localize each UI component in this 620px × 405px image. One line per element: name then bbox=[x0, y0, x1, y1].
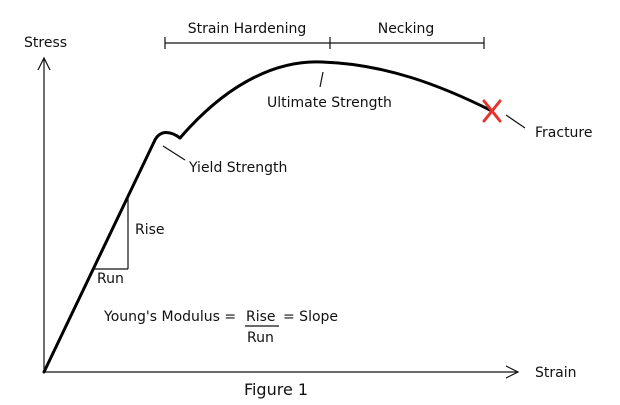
region-brackets: Strain Hardening Necking bbox=[164, 21, 485, 49]
ultimate-strength-leader bbox=[319, 71, 324, 88]
slope-triangle: Rise Run bbox=[93, 197, 165, 287]
y-axis-arrowhead bbox=[37, 56, 51, 71]
fracture-x-mark bbox=[482, 99, 502, 123]
yield-strength-label: Yield Strength bbox=[188, 160, 287, 176]
formula-numerator: Rise bbox=[246, 309, 276, 325]
formula-denominator: Run bbox=[247, 330, 274, 346]
annotations: Ultimate Strength Yield Strength Fractur… bbox=[162, 71, 593, 176]
formula-rhs: = Slope bbox=[283, 309, 338, 325]
axes: Stress Strain bbox=[24, 35, 576, 381]
run-label: Run bbox=[97, 271, 124, 287]
necking-label: Necking bbox=[378, 21, 435, 37]
y-axis-label: Stress bbox=[24, 35, 67, 51]
stress-strain-curve bbox=[42, 60, 494, 374]
x-axis-label: Strain bbox=[535, 365, 576, 381]
strain-hardening-label: Strain Hardening bbox=[188, 21, 307, 37]
figure-caption: Figure 1 bbox=[244, 380, 308, 399]
yield-strength-leader bbox=[162, 145, 186, 161]
x-axis-arrowhead bbox=[505, 365, 520, 379]
youngs-modulus-formula: Young's Modulus = Rise Run = Slope bbox=[103, 309, 338, 346]
ultimate-strength-label: Ultimate Strength bbox=[267, 95, 392, 111]
formula-lhs: Young's Modulus = bbox=[103, 309, 236, 325]
fracture-leader bbox=[505, 114, 526, 129]
rise-label: Rise bbox=[135, 222, 165, 238]
fracture-label: Fracture bbox=[535, 125, 593, 141]
